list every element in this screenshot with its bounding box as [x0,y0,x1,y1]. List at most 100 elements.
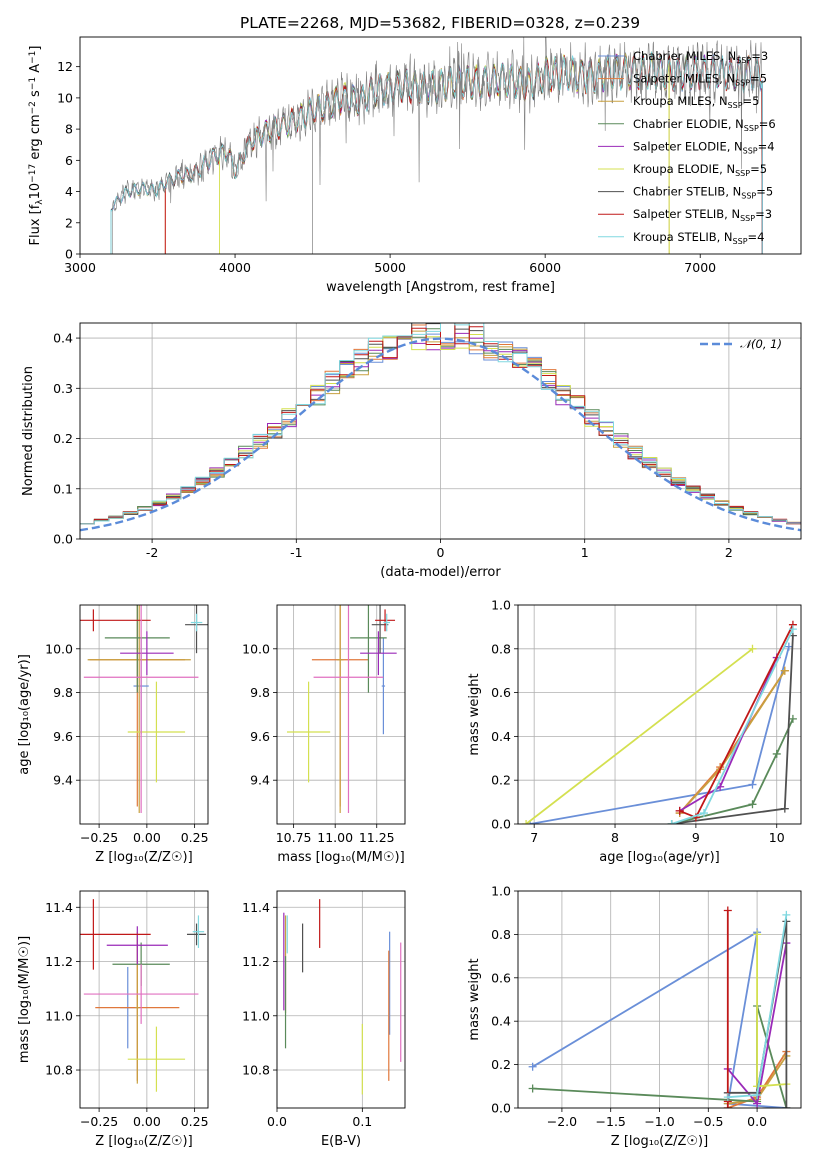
panel-mass_vs_Z: −0.25 0.00 0.25 10.8 11.0 11.2 11.4 Z [log₁₀(Z/… [17,890,209,1149]
x-tick-label: 0.25 [181,830,209,845]
y-tick-label: 11.4 [45,900,73,915]
mass-weight-line [679,657,778,812]
y-axis-label-part: erg cm [28,114,43,163]
y-tick-label: 10.8 [45,1063,73,1078]
plot-area [522,620,797,824]
legend-label: Kroupa STELIB, N [633,230,733,244]
x-tick-label: 5000 [374,260,406,275]
x-tick-label: 0.0 [267,1114,287,1129]
y-tick-label: 11.2 [242,954,270,969]
legend-label-tail: =5 [750,72,767,86]
y-tick-label: 0.0 [491,1101,511,1116]
y-axis-label-part: ] [28,46,43,51]
legend-label-tail: =4 [758,139,775,153]
x-tick-label: -1 [290,545,302,560]
y-tick-label: 1.0 [491,884,511,899]
legend-entry: Salpeter MILES, NSSP=5 [633,72,767,88]
mass-weight-marker [788,625,797,634]
x-tick-label: 0.0 [747,1114,767,1129]
y-tick-label: 10.8 [242,1063,270,1078]
x-tick-label: −0.5 [693,1114,723,1129]
panels: 3000 4000 5000 6000 7000024681012wavelength … [17,36,802,1149]
mass-weight-marker [528,1062,537,1071]
y-tick-label: 11.0 [45,1008,73,1023]
gaussian-curve [80,337,801,532]
y-tick-label: 11.0 [242,1008,270,1023]
legend-entry: Chabrier STELIB, NSSP=5 [633,185,773,201]
legend-label-sub: SSP [735,169,750,178]
y-tick-label: 0.4 [491,729,511,744]
x-tick-label: 2 [725,545,733,560]
legend-label-sub: SSP [736,56,751,65]
y-tick-label: 0.4 [491,1014,511,1029]
x-tick-label: 7000 [684,260,716,275]
y-tick-label: 9.8 [250,685,270,700]
x-tick-label: 0.25 [181,1114,209,1129]
y-tick-label: 6 [65,153,73,168]
mass-weight-marker [748,800,757,809]
mass-weight-marker [780,666,789,675]
x-tick-label: -2 [146,545,158,560]
legend-label: Kroupa MILES, N [633,94,728,108]
y-tick-label: 12 [57,59,73,74]
y-axis-label-part: −1 [28,51,38,64]
legend-label: Kroupa ELODIE, N [633,162,735,176]
legend-label-sub: SSP [740,214,755,223]
y-tick-label: 0.2 [491,773,511,788]
mass-weight-marker [753,1090,762,1099]
legend-label-tail: =3 [755,207,772,221]
y-tick-label: 11.2 [45,954,73,969]
x-tick-label: −0.25 [80,1114,118,1129]
legend-entry: Kroupa ELODIE, NSSP=5 [633,162,767,178]
mass-weight-marker [782,1104,791,1108]
x-tick-label: 0.00 [133,1114,161,1129]
legend-label-tail: =3 [751,49,768,63]
y-tick-label: 4 [65,184,73,199]
y-tick-label: 11.4 [242,900,270,915]
x-tick-label: 8 [611,830,619,845]
y-tick-label: 0.8 [491,927,511,942]
mass-weight-line [671,718,794,824]
legend-label-tail: =5 [743,94,760,108]
y-axis-label: age [log₁₀(age/yr)] [17,654,32,775]
x-axis-label: E(B-V) [321,1134,361,1149]
mass-weight-marker [528,1084,537,1093]
y-axis-label: mass weight [467,958,482,1040]
spectrum-data-line [112,37,763,254]
figure-title: PLATE=2268, MJD=53682, FIBERID=0328, z=0… [240,14,640,32]
plot-area [286,605,397,814]
y-tick-label: 0.1 [53,481,73,496]
x-tick-label: 0 [437,545,445,560]
x-tick-label: −1.5 [596,1114,626,1129]
plot-area [80,605,208,814]
histogram-step [80,323,801,525]
legend-entry: Chabrier MILES, NSSP=3 [633,49,768,65]
legend-label-tail: =4 [748,230,765,244]
y-tick-label: 9.6 [250,729,270,744]
x-tick-label: 10 [769,830,785,845]
axes-frame [276,604,406,825]
legend-label-sub: SSP [735,79,750,88]
mass-weight-marker [675,806,684,815]
y-tick-label: 0.6 [491,685,511,700]
plot-area [80,323,801,532]
y-tick-label: 9.4 [53,773,73,788]
legend-label: Salpeter MILES, N [633,72,735,86]
plot-area [528,906,791,1108]
x-axis-label: Z [log₁₀(Z/Z☉)] [95,850,192,865]
mass-weight-marker [788,714,797,723]
y-axis-label-part: −1 [28,77,38,90]
y-axis-label-part: A [28,64,43,77]
panel-mass_vs_ebv: 0.0 0.1 10.8 11.0 11.2 11.4 E(B-V) [242,890,406,1149]
y-tick-label: 0.2 [53,431,73,446]
mass-weight-marker [780,804,789,813]
y-tick-label: 0.2 [491,1057,511,1072]
legend-label-sub: SSP [744,124,759,133]
mass-weight-marker [753,930,762,939]
x-tick-label: −1.0 [644,1114,674,1129]
x-axis-label: Z [log₁₀(Z/Z☉)] [611,1134,708,1149]
y-axis-label-part: Flux [f [28,204,43,245]
legend-entry: Salpeter ELODIE, NSSP=4 [633,139,775,155]
y-tick-label: 9.8 [53,685,73,700]
